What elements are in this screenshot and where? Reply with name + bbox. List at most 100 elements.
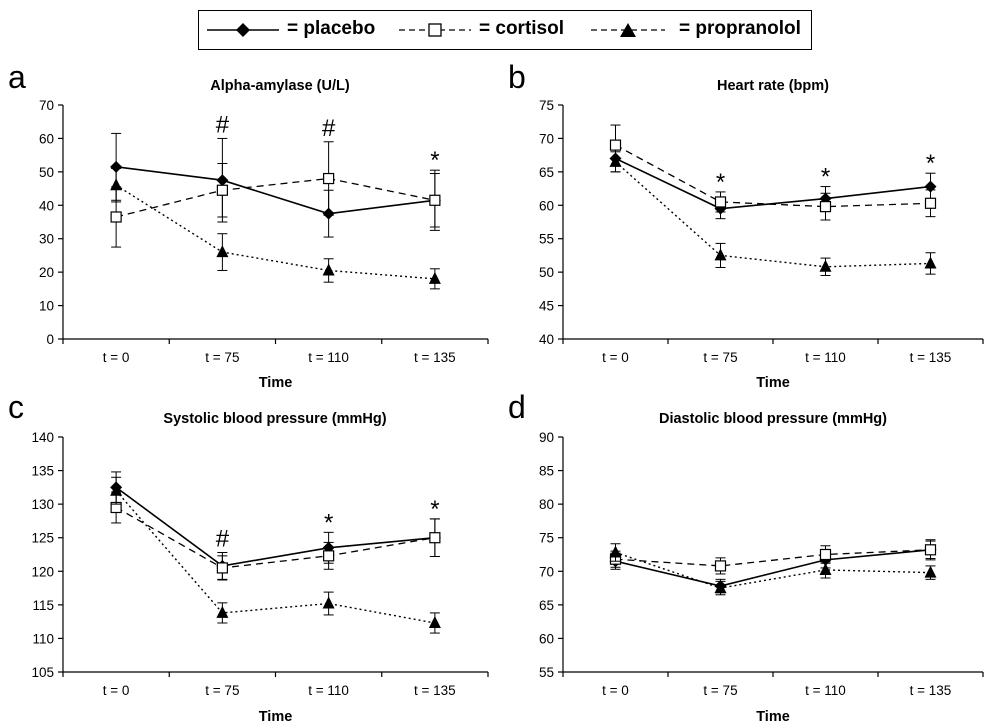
panel-c-significance-mark: * bbox=[324, 509, 333, 536]
panel-d-placebo-line bbox=[615, 549, 931, 587]
panel-d-letter: d bbox=[508, 389, 526, 425]
panel-c-title: Systolic blood pressure (mmHg) bbox=[163, 411, 386, 427]
panel-d-y-tick-label: 70 bbox=[539, 564, 554, 579]
panel-b-y-tick-label: 65 bbox=[539, 165, 554, 180]
placebo-legend-marker bbox=[236, 23, 250, 37]
panel-d-cortisol-point bbox=[819, 548, 832, 561]
panel-c-propranolol-point bbox=[428, 615, 441, 628]
panel-a-cortisol-point bbox=[429, 194, 441, 206]
panel-b-significance-mark: * bbox=[716, 169, 725, 196]
panel-d-cortisol-line bbox=[615, 549, 931, 567]
panel-a-y-tick-label: 50 bbox=[39, 165, 54, 180]
panel-d-x-tick-label: t = 0 bbox=[602, 683, 629, 698]
panel-a-x-axis-label: Time bbox=[259, 375, 293, 391]
panel-a-placebo-line bbox=[116, 166, 435, 215]
panel-a-cortisol-point bbox=[323, 172, 335, 185]
panel-c-y-tick-label: 120 bbox=[31, 564, 54, 579]
panel-c-propranolol-point bbox=[322, 596, 335, 609]
panel-a bbox=[58, 104, 489, 344]
panel-c-propranolol-line bbox=[115, 490, 436, 624]
panel-c-y-tick-label: 135 bbox=[31, 464, 54, 479]
panel-c-letter: c bbox=[8, 389, 24, 425]
panel-c-propranolol-point bbox=[216, 605, 229, 618]
panel-b-y-tick-label: 45 bbox=[539, 299, 554, 314]
panel-b-x-axis-label: Time bbox=[756, 375, 790, 391]
panel-a-y-tick-label: 10 bbox=[39, 299, 54, 314]
panel-b-cortisol-point bbox=[609, 139, 622, 151]
panel-b-significance-mark: * bbox=[926, 150, 935, 177]
panel-c-y-tick-label: 130 bbox=[31, 497, 54, 512]
panel-d-y-tick-label: 80 bbox=[539, 497, 554, 512]
panel-d-y-tick-label: 90 bbox=[539, 430, 554, 445]
legend-propranolol-label: = propranolol bbox=[679, 18, 801, 39]
panel-a-cortisol-line bbox=[115, 177, 436, 218]
panel-c-cortisol-point bbox=[429, 532, 441, 544]
panel-b-propranolol-line bbox=[615, 161, 931, 268]
panel-c-y-tick-label: 125 bbox=[31, 531, 54, 546]
panel-b-y-tick-label: 75 bbox=[539, 98, 554, 113]
panel-c-x-tick-label: t = 0 bbox=[103, 683, 130, 698]
panel-c-y-tick-label: 140 bbox=[31, 430, 54, 445]
panel-a-significance-mark: * bbox=[430, 147, 439, 174]
panel-b-placebo-line bbox=[615, 157, 931, 210]
panel-d-title: Diastolic blood pressure (mmHg) bbox=[659, 411, 887, 427]
panel-b-cortisol-point bbox=[714, 196, 727, 208]
panel-d-propranolol-line bbox=[615, 551, 931, 589]
legend-cortisol-label: = cortisol bbox=[479, 18, 564, 39]
panel-a-title: Alpha-amylase (U/L) bbox=[210, 78, 350, 94]
panel-a-propranolol-point bbox=[216, 245, 229, 258]
legend-placebo-label: = placebo bbox=[287, 18, 376, 39]
panel-a-y-tick-label: 60 bbox=[39, 131, 54, 146]
panel-b-y-tick-label: 70 bbox=[539, 131, 554, 146]
panel-d-y-tick-label: 60 bbox=[539, 631, 554, 646]
panel-d-propranolol-point bbox=[609, 545, 622, 558]
panel-c-y-tick-label: 115 bbox=[32, 598, 54, 613]
panel-c-y-tick-label: 110 bbox=[32, 631, 54, 646]
panel-c bbox=[58, 436, 489, 677]
panel-b-cortisol-point bbox=[924, 197, 937, 209]
panel-b-x-tick-label: t = 110 bbox=[805, 350, 846, 365]
panel-a-x-tick-label: t = 0 bbox=[103, 350, 130, 365]
panel-d-y-tick-label: 65 bbox=[539, 598, 554, 613]
panel-c-y-tick-label: 105 bbox=[31, 665, 54, 680]
panel-b-cortisol-point bbox=[819, 201, 832, 213]
panel-a-propranolol-point bbox=[428, 271, 441, 284]
panel-a-x-tick-label: t = 110 bbox=[308, 350, 349, 365]
panel-c-x-tick-label: t = 135 bbox=[414, 683, 456, 698]
panel-b-propranolol-point bbox=[609, 154, 622, 167]
panel-c-x-tick-label: t = 110 bbox=[308, 683, 349, 698]
propranolol-legend-marker bbox=[620, 23, 636, 37]
panel-d-x-axis-label: Time bbox=[756, 709, 790, 724]
panel-a-propranolol-point bbox=[322, 263, 335, 276]
panel-b-y-tick-label: 50 bbox=[539, 265, 554, 280]
panel-a-letter: a bbox=[8, 59, 26, 95]
panel-b-propranolol-point bbox=[819, 259, 832, 272]
panel-d-y-tick-label: 75 bbox=[539, 531, 554, 546]
panel-a-x-tick-label: t = 135 bbox=[414, 350, 456, 365]
panel-a-y-tick-label: 40 bbox=[39, 198, 54, 213]
panel-a-y-tick-label: 0 bbox=[46, 332, 54, 347]
panel-c-x-tick-label: t = 75 bbox=[205, 683, 239, 698]
panel-c-x-axis-label: Time bbox=[259, 709, 293, 724]
panel-a-significance-mark: # bbox=[216, 111, 230, 138]
panel-c-significance-mark: * bbox=[430, 496, 439, 523]
panel-a-y-tick-label: 30 bbox=[39, 232, 54, 247]
panel-b-propranolol-point bbox=[924, 256, 937, 269]
panel-a-propranolol-line bbox=[115, 184, 435, 280]
panel-b-title: Heart rate (bpm) bbox=[717, 78, 829, 94]
panel-b-letter: b bbox=[508, 59, 526, 95]
panel-d-propranolol-point bbox=[924, 565, 937, 578]
panel-b-x-tick-label: t = 135 bbox=[910, 350, 952, 365]
panel-b-x-tick-label: t = 75 bbox=[703, 350, 737, 365]
panel-d-cortisol-point bbox=[714, 560, 727, 572]
panel-b-y-tick-label: 40 bbox=[539, 332, 554, 347]
panel-b-x-tick-label: t = 0 bbox=[602, 350, 629, 365]
panel-a-placebo-point bbox=[110, 160, 123, 173]
panel-a-significance-mark: # bbox=[322, 115, 336, 142]
panel-c-propranolol-point bbox=[110, 483, 123, 496]
panel-a-propranolol-point bbox=[110, 178, 123, 191]
panel-c-cortisol-line bbox=[115, 506, 435, 569]
panel-b-propranolol-point bbox=[714, 248, 727, 261]
legend: = placebo = cortisol = propranolol bbox=[198, 10, 812, 50]
